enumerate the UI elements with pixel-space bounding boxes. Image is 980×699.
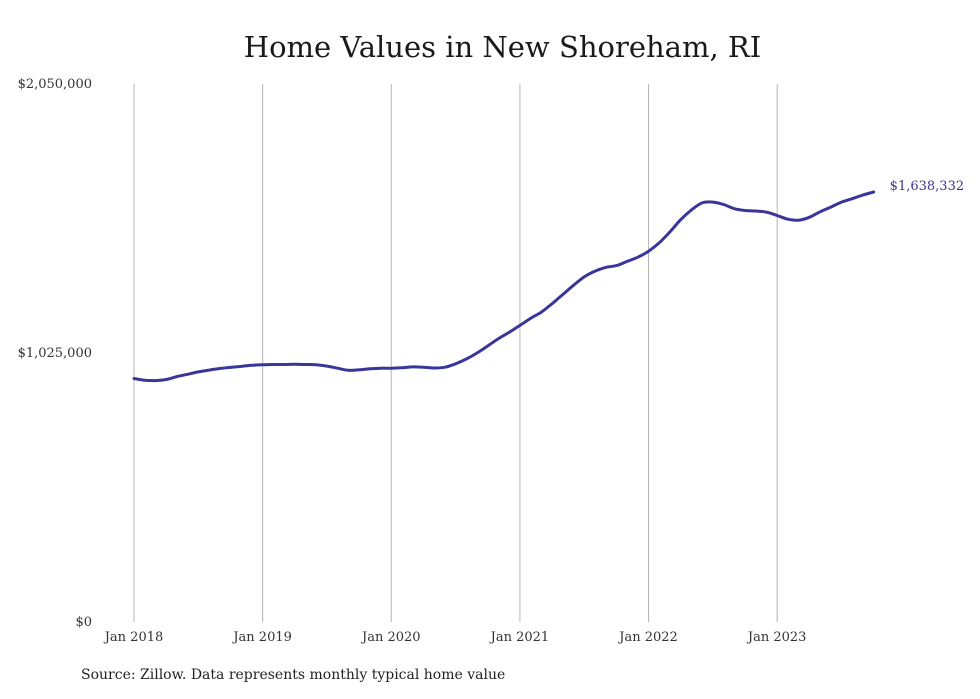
y-axis-tick-labels: $0 $1,025,000 $2,050,000: [18, 77, 92, 630]
x-axis-tick-labels: Jan 2018 Jan 2019 Jan 2020 Jan 2021 Jan 2022…: [103, 630, 807, 645]
gridlines: [133, 84, 778, 622]
y-tick-label: $1,025,000: [18, 346, 92, 361]
x-tick-label: Jan 2020: [360, 630, 421, 645]
home-value-line: [132, 190, 876, 383]
x-tick-label: Jan 2018: [103, 630, 164, 645]
x-tick-label: Jan 2023: [746, 630, 807, 645]
x-tick-label: Jan 2019: [231, 630, 292, 645]
source-note: Source: Zillow. Data represents monthly …: [81, 667, 506, 683]
y-tick-label: $2,050,000: [18, 77, 92, 92]
x-tick-label: Jan 2021: [489, 630, 550, 645]
y-tick-label: $0: [75, 615, 92, 630]
x-tick-label: Jan 2022: [617, 630, 678, 645]
chart-title: Home Values in New Shoreham, RI: [243, 30, 762, 64]
end-value-label: $1,638,332: [890, 179, 964, 194]
